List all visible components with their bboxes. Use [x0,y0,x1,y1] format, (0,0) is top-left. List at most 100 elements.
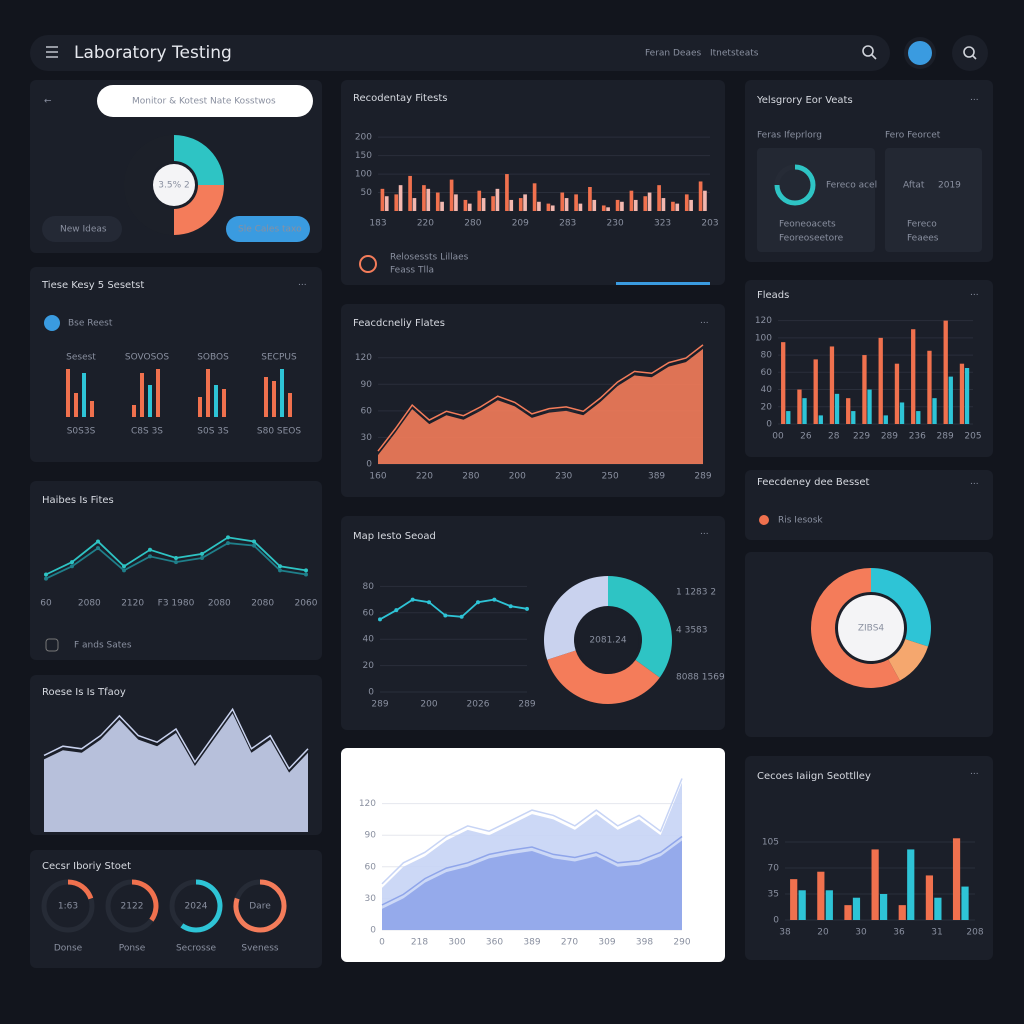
more-icon[interactable]: ··· [970,770,979,780]
more-icon[interactable]: ··· [970,96,979,106]
donut-slice [174,135,224,185]
bar [505,174,509,211]
card-note: 2019 [938,181,961,191]
point [278,568,282,573]
point [252,543,256,548]
search-box[interactable] [97,85,313,117]
donut-slice [888,639,929,681]
x-tick-label: 2080 [208,599,231,609]
x-tick-label: 236 [909,432,926,442]
point [148,554,152,559]
y-tick-label: 150 [355,151,372,161]
more-icon[interactable]: ··· [970,480,979,490]
footer-text: F ands Sates [74,641,132,651]
top-bar [30,35,890,71]
button[interactable] [226,216,310,242]
y-tick-label: 35 [768,890,779,900]
more-icon[interactable]: ··· [970,291,979,301]
x-tick-label: 323 [654,219,671,229]
bar [148,385,152,417]
group-foot: S0S 3S [197,427,229,437]
ring-caption: Secrosse [176,944,217,954]
area-outline [377,344,704,452]
point [70,564,74,569]
bar [661,198,666,211]
panel-title: Map Iesto Seoad [353,531,436,542]
point [200,556,204,560]
x-tick-label: 183 [369,219,386,229]
donut-slice [547,650,660,705]
menu-icon[interactable] [46,46,58,58]
panel-title: Cecoes Iaiign Seottlley [757,771,871,782]
point [459,614,464,619]
bar [477,190,482,211]
bar [272,381,276,417]
search-icon[interactable] [862,45,877,60]
group-foot: C8S 3S [131,427,163,437]
y-tick-label: 30 [365,894,377,904]
point [96,539,100,544]
x-tick-label: 220 [417,219,434,229]
ring-value [233,879,287,933]
bar [943,320,948,424]
bar [911,329,916,424]
x-tick-label: 289 [881,432,898,442]
more-icon[interactable]: ··· [700,530,709,540]
button[interactable] [42,216,122,242]
bar [698,181,703,211]
group-label: SOVOSOS [125,353,170,363]
bar [394,194,399,211]
y-tick-label: 70 [768,864,780,874]
more-icon[interactable]: ··· [700,319,709,329]
x-tick-label: 280 [462,472,479,482]
x-tick-label: 300 [448,938,465,948]
point [304,572,308,577]
bar [606,207,610,211]
bar [829,346,835,424]
nav-link[interactable]: Itnetsteats [710,49,759,59]
bar [449,179,454,211]
x-tick-label: 398 [636,938,653,948]
bar [66,369,70,417]
x-tick-label: 220 [416,472,433,482]
y-tick-label: 105 [762,838,779,848]
search-button[interactable] [952,35,988,71]
card [757,148,875,252]
bar [825,890,833,920]
bar [684,194,689,211]
x-tick-label: 229 [853,432,870,442]
more-icon[interactable]: ··· [298,281,307,291]
bar [675,203,680,211]
button-label: Sle Cales taxo [238,225,302,235]
donut-label: 4 3583 [676,626,708,636]
back-icon[interactable]: ← [44,97,52,107]
bar [862,355,867,424]
bar [620,201,624,211]
point [174,556,178,560]
bar [546,203,551,211]
donut-center-label: 2081.24 [589,636,626,646]
x-tick-label: 2060 [295,599,318,609]
avatar[interactable] [908,41,932,65]
bar [948,376,953,424]
group-label: SECPUS [261,353,297,363]
x-tick-label: 360 [486,938,503,948]
bar [560,192,565,211]
y-tick-label: 0 [368,688,374,698]
nav-link[interactable]: Feran Deaes [645,49,702,59]
bar [435,192,440,211]
bar [916,411,921,424]
bar [952,838,961,920]
bar [643,196,648,211]
bar [592,199,597,211]
x-tick-label: 2080 [251,599,274,609]
x-tick-label: 290 [673,938,690,948]
bar [852,897,861,920]
bar [426,188,431,211]
y-tick-label: 90 [365,831,377,841]
bar [898,905,906,920]
donut-slice [871,568,931,647]
bar [140,373,144,417]
bar [214,385,218,417]
point [44,572,48,577]
